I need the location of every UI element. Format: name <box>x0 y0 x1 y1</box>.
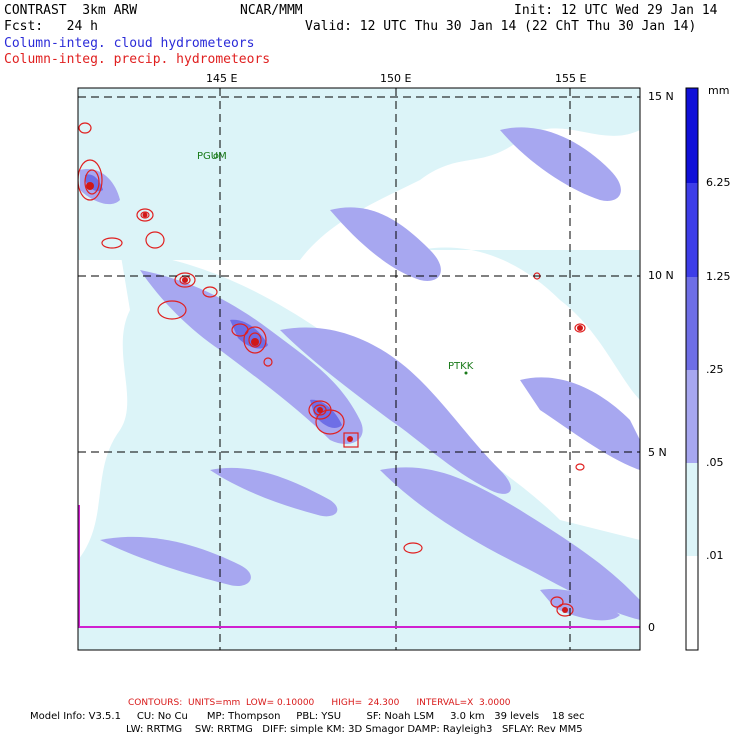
model-title: CONTRAST 3km ARW <box>4 3 138 18</box>
forecast-hour: Fcst: 24 h <box>4 19 98 34</box>
precip-cores <box>86 182 583 613</box>
precip-contour-layer <box>78 122 586 617</box>
org-label: NCAR/MMM <box>240 3 303 18</box>
init-time: Init: 12 UTC Wed 29 Jan 14 <box>514 3 718 18</box>
valid-time: Valid: 12 UTC Thu 30 Jan 14 (22 ChT Thu … <box>305 19 697 34</box>
station-marker-pgum <box>213 153 219 159</box>
model-info-line1: Model Info: V3.5.1 CU: No Cu MP: Thompso… <box>30 711 585 722</box>
lon-label-155: 155 E <box>555 72 587 85</box>
fill-field-label: Column-integ. cloud hydrometeors <box>4 36 255 51</box>
lat-label-5n: 5 N <box>648 446 667 459</box>
colorbar-label-0-05: .05 <box>706 456 724 469</box>
lat-label-15n: 15 N <box>648 90 674 103</box>
station-marker-ptkk <box>464 371 468 375</box>
map-frame <box>77 87 641 651</box>
station-label-ptkk: PTKK <box>448 361 474 372</box>
lon-label-150: 150 E <box>380 72 412 85</box>
contour-field-label: Column-integ. precip. hydrometeors <box>4 52 271 67</box>
colorbar-label-0-25: .25 <box>706 363 724 376</box>
colorbar-units: mm <box>708 84 730 97</box>
colorbar <box>685 87 699 651</box>
model-info-line2: LW: RRTMG SW: RRTMG DIFF: simple KM: 3D … <box>126 724 583 735</box>
colorbar-label-0-01: .01 <box>706 549 724 562</box>
station-label-pgum: PGUM <box>197 151 227 162</box>
lat-lon-grid <box>78 88 640 650</box>
lat-label-0: 0 <box>648 621 655 634</box>
colorbar-label-1-25: 1.25 <box>706 270 731 283</box>
lon-label-145: 145 E <box>206 72 238 85</box>
colorbar-label-6-25: 6.25 <box>706 176 731 189</box>
cloud-fill-layer <box>78 88 640 650</box>
lat-label-10n: 10 N <box>648 269 674 282</box>
contour-info: CONTOURS: UNITS=mm LOW= 0.10000 HIGH= 24… <box>128 698 511 708</box>
